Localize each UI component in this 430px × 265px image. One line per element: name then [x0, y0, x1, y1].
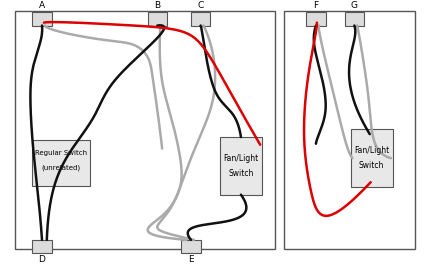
Bar	[284, 11, 415, 249]
Bar	[220, 137, 262, 195]
Text: Regular Switch: Regular Switch	[35, 150, 87, 156]
Text: (unrelated): (unrelated)	[42, 165, 81, 171]
Text: Fan/Light: Fan/Light	[354, 146, 389, 155]
Bar	[181, 240, 200, 253]
Text: B: B	[154, 1, 160, 10]
Text: Switch: Switch	[228, 169, 254, 178]
Bar	[148, 12, 167, 25]
Text: F: F	[313, 1, 319, 10]
Text: A: A	[39, 1, 45, 10]
Bar	[32, 140, 90, 186]
Bar	[350, 129, 393, 187]
Bar	[32, 12, 52, 25]
Bar	[15, 11, 275, 249]
Text: E: E	[188, 255, 194, 264]
Bar	[306, 12, 326, 25]
Bar	[32, 240, 52, 253]
Text: C: C	[197, 1, 204, 10]
Text: G: G	[351, 1, 358, 10]
Text: Switch: Switch	[359, 161, 384, 170]
Bar	[191, 12, 210, 25]
Text: Fan/Light: Fan/Light	[223, 154, 258, 163]
Bar	[345, 12, 364, 25]
Text: D: D	[39, 255, 46, 264]
